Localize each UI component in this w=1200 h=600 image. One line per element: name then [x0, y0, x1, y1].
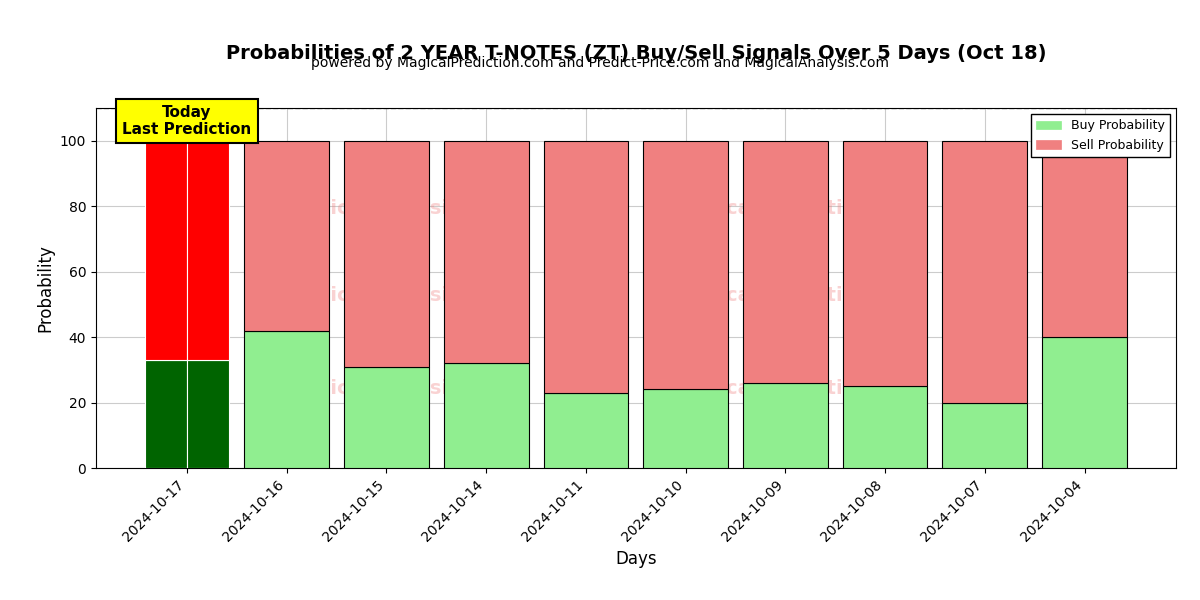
- Bar: [842, 386, 928, 468]
- Bar: [187, 141, 229, 360]
- Bar: [344, 367, 428, 468]
- X-axis label: Days: Days: [616, 550, 656, 568]
- Text: powered by MagicalPrediction.com and Predict-Price.com and MagicalAnalysis.com: powered by MagicalPrediction.com and Pre…: [311, 56, 889, 70]
- Text: MagicalPrediction.com: MagicalPrediction.com: [673, 199, 923, 218]
- Bar: [344, 141, 428, 367]
- Bar: [187, 360, 229, 468]
- Bar: [842, 141, 928, 386]
- Bar: [145, 141, 187, 360]
- Text: MagicalPrediction.com: MagicalPrediction.com: [673, 286, 923, 305]
- Bar: [544, 141, 629, 393]
- Bar: [743, 383, 828, 468]
- Bar: [942, 141, 1027, 403]
- Bar: [245, 141, 329, 331]
- Bar: [245, 331, 329, 468]
- Bar: [1042, 337, 1127, 468]
- Bar: [942, 403, 1027, 468]
- Title: Probabilities of 2 YEAR T-NOTES (ZT) Buy/Sell Signals Over 5 Days (Oct 18): Probabilities of 2 YEAR T-NOTES (ZT) Buy…: [226, 44, 1046, 64]
- Text: MagicalPrediction.com: MagicalPrediction.com: [673, 379, 923, 398]
- Legend: Buy Probability, Sell Probability: Buy Probability, Sell Probability: [1031, 114, 1170, 157]
- Bar: [643, 141, 728, 389]
- Bar: [444, 363, 528, 468]
- Text: Today
Last Prediction: Today Last Prediction: [122, 105, 252, 137]
- Bar: [1042, 141, 1127, 337]
- Text: MagicalAnalysis.com: MagicalAnalysis.com: [284, 286, 512, 305]
- Y-axis label: Probability: Probability: [36, 244, 54, 332]
- Bar: [145, 360, 187, 468]
- Text: MagicalAnalysis.com: MagicalAnalysis.com: [284, 199, 512, 218]
- Bar: [544, 393, 629, 468]
- Bar: [444, 141, 528, 363]
- Bar: [743, 141, 828, 383]
- Bar: [643, 389, 728, 468]
- Text: MagicalAnalysis.com: MagicalAnalysis.com: [284, 379, 512, 398]
